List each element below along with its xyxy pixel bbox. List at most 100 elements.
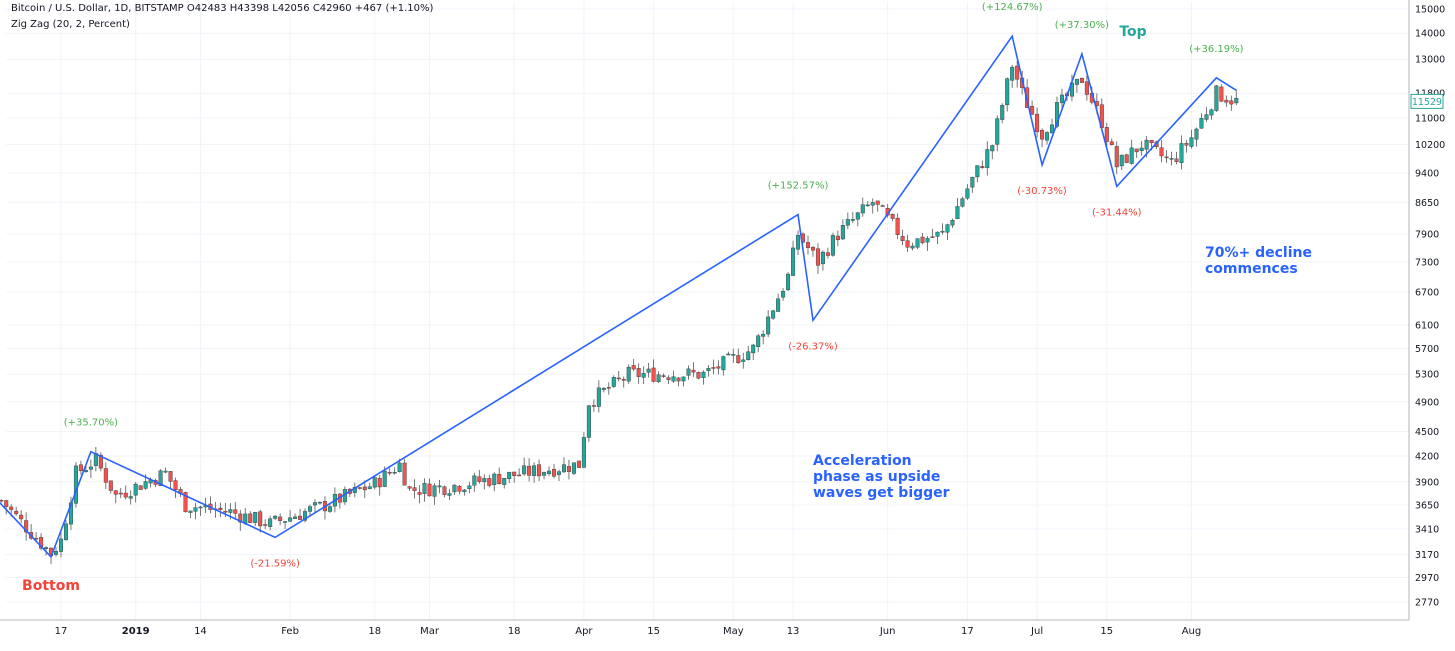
candle bbox=[362, 480, 367, 499]
candle bbox=[198, 505, 203, 516]
candle-body bbox=[88, 466, 93, 470]
candle bbox=[263, 519, 268, 529]
x-tick-label: 15 bbox=[1100, 626, 1113, 637]
candle bbox=[696, 371, 701, 380]
candle bbox=[880, 204, 885, 207]
candle bbox=[163, 467, 168, 474]
candle bbox=[527, 458, 532, 482]
candle-body bbox=[671, 376, 676, 382]
candle-body bbox=[362, 486, 367, 491]
zigzag-pct-label: (+36.19%) bbox=[1189, 44, 1243, 55]
candle bbox=[646, 362, 651, 378]
candle bbox=[1224, 95, 1229, 107]
decline-annotation: 70%+ decline bbox=[1205, 245, 1312, 261]
candle bbox=[1159, 139, 1164, 163]
candle-body bbox=[59, 538, 64, 552]
candle bbox=[108, 480, 113, 494]
candle-body bbox=[24, 520, 29, 533]
y-tick-label: 9400 bbox=[1415, 169, 1439, 180]
candle bbox=[686, 365, 691, 380]
candle bbox=[352, 482, 357, 498]
candle-body bbox=[123, 492, 128, 498]
candle bbox=[372, 475, 377, 490]
candle-body bbox=[726, 353, 731, 356]
candle-body bbox=[417, 492, 422, 495]
candle-body bbox=[711, 367, 716, 369]
y-tick-label: 3410 bbox=[1415, 525, 1439, 536]
candle bbox=[566, 459, 571, 480]
candle-body bbox=[636, 368, 641, 377]
candle bbox=[477, 469, 482, 484]
candle bbox=[173, 477, 178, 499]
candle-body bbox=[233, 509, 238, 514]
candle bbox=[721, 355, 726, 376]
candle bbox=[1234, 89, 1239, 106]
candle-body bbox=[880, 205, 885, 207]
candle bbox=[975, 165, 980, 183]
candle-body bbox=[935, 231, 940, 237]
y-tick-label: 13000 bbox=[1415, 55, 1445, 66]
candle-body bbox=[382, 470, 387, 487]
candle-body bbox=[985, 149, 990, 168]
candle-body bbox=[676, 377, 681, 382]
candle-body bbox=[143, 481, 148, 489]
candle bbox=[128, 490, 133, 505]
candle bbox=[123, 485, 128, 500]
candle-body bbox=[288, 517, 293, 522]
zigzag-pct-label: (+152.57%) bbox=[768, 181, 829, 192]
candle bbox=[377, 475, 382, 496]
candle bbox=[935, 231, 940, 245]
candle bbox=[402, 459, 407, 486]
candle bbox=[138, 484, 143, 490]
candle-body bbox=[73, 465, 78, 504]
candle bbox=[895, 213, 900, 240]
candle-body bbox=[666, 377, 671, 381]
candle-body bbox=[875, 200, 880, 205]
candle bbox=[875, 200, 880, 212]
candle bbox=[1219, 84, 1224, 102]
candle bbox=[427, 478, 432, 497]
candle-body bbox=[1104, 127, 1109, 142]
candle-body bbox=[128, 496, 133, 499]
candle-body bbox=[721, 356, 726, 371]
candle-body bbox=[243, 513, 248, 524]
candle-body bbox=[1229, 100, 1234, 105]
candle bbox=[751, 343, 756, 361]
candle bbox=[308, 504, 313, 517]
zigzag-line bbox=[0, 34, 1237, 559]
candle bbox=[1134, 148, 1139, 158]
y-tick-label: 4500 bbox=[1415, 427, 1439, 438]
candle-body bbox=[900, 236, 905, 241]
candle-body bbox=[1059, 94, 1064, 104]
candle-body bbox=[835, 235, 840, 241]
x-tick-label: Aug bbox=[1182, 626, 1202, 637]
candle bbox=[890, 213, 895, 222]
candle bbox=[1124, 153, 1129, 164]
candle-body bbox=[452, 484, 457, 493]
candle-body bbox=[317, 501, 322, 504]
candle-body bbox=[591, 405, 596, 407]
candle bbox=[303, 508, 308, 523]
candle bbox=[432, 483, 437, 505]
candle-body bbox=[218, 507, 223, 510]
candle-body bbox=[791, 247, 796, 276]
candle bbox=[1010, 64, 1015, 89]
x-tick-label: Feb bbox=[281, 626, 299, 637]
candle-body bbox=[193, 507, 198, 512]
candle bbox=[681, 376, 686, 387]
candle-body bbox=[1134, 148, 1139, 153]
candle bbox=[54, 547, 59, 557]
candle-body bbox=[925, 238, 930, 243]
y-tick-label: 2770 bbox=[1415, 598, 1439, 609]
candle-body bbox=[905, 240, 910, 248]
candle-body bbox=[1219, 86, 1224, 102]
candle bbox=[591, 399, 596, 412]
y-tick-label: 5300 bbox=[1415, 370, 1439, 381]
candle-body bbox=[1164, 156, 1169, 159]
candle-body bbox=[865, 204, 870, 207]
candle-body bbox=[9, 506, 14, 510]
candle-body bbox=[228, 509, 233, 513]
candle bbox=[73, 462, 78, 508]
